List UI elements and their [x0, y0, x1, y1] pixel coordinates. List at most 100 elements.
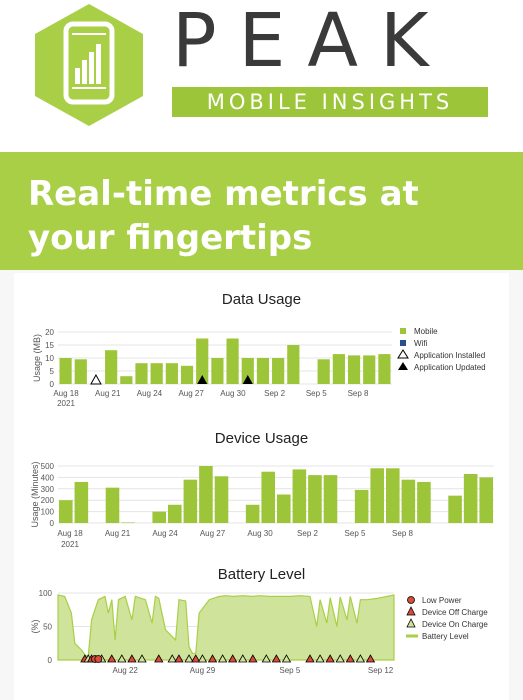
- logo: [35, 4, 143, 126]
- device-usage-title: Device Usage: [214, 430, 309, 447]
- y-tick-label: 100: [41, 508, 55, 517]
- device-on-charge-marker: [335, 654, 345, 663]
- usage-bar: [463, 473, 478, 523]
- data-bar: [74, 359, 87, 384]
- legend-label: Low Power: [422, 596, 462, 605]
- y-tick-label: 0: [50, 519, 55, 528]
- data-bar: [363, 355, 376, 384]
- x-tick-label: Sep 5: [345, 529, 366, 538]
- device-off-charge-marker: [107, 654, 117, 663]
- device-on-charge-marker: [217, 654, 228, 663]
- headline: Real-time metrics at your fingertips: [28, 172, 419, 260]
- data-bar: [287, 345, 300, 384]
- x-tick-label: Sep 2: [297, 529, 318, 538]
- y-tick-label: 400: [41, 473, 55, 482]
- data-bar: [241, 358, 254, 384]
- legend-label: Application Updated: [414, 363, 486, 372]
- device-usage-chart: 0 100 200 300 400 500 Aug 18 Aug 21 Aug 24 Aug 27…: [30, 461, 494, 549]
- usage-bar: [168, 504, 182, 523]
- x-year-label: 2021: [57, 399, 75, 408]
- usage-bar: [370, 468, 384, 523]
- data-usage-title: Data Usage: [221, 291, 302, 308]
- x-tick-label: Sep 2: [264, 389, 285, 398]
- y-tick-label: 300: [41, 485, 55, 494]
- legend-label: Device Off Charge: [422, 608, 488, 617]
- usage-bar: [277, 494, 291, 523]
- x-tick-label: Aug 27: [178, 389, 204, 398]
- y-axis-label: (%): [30, 620, 40, 634]
- y-tick-label: 100: [39, 589, 53, 598]
- device-on-charge-marker: [167, 654, 177, 663]
- usage-bar: [199, 466, 213, 523]
- headline-line-2: your fingertips: [28, 218, 313, 258]
- y-tick-label: 0: [48, 656, 53, 665]
- device-off-charge-marker: [174, 654, 184, 663]
- x-tick-label: Aug 24: [152, 529, 178, 538]
- usage-bar: [214, 476, 229, 523]
- data-bar: [347, 355, 361, 384]
- usage-bar: [152, 511, 166, 523]
- device-off-charge-marker: [345, 654, 356, 663]
- data-bar: [165, 363, 178, 384]
- legend-swatch-updated: [398, 362, 408, 370]
- y-axis-label: Usage (Minutes): [30, 461, 40, 527]
- device-on-charge-marker: [184, 654, 194, 663]
- device-off-charge-marker: [154, 654, 164, 663]
- y-tick-label: 10: [45, 354, 54, 363]
- x-tick-label: Sep 8: [348, 389, 369, 398]
- x-tick-label: Aug 21: [95, 389, 121, 398]
- data-bar: [317, 359, 330, 384]
- device-on-charge-marker: [197, 654, 208, 663]
- device-on-charge-marker: [238, 654, 248, 663]
- x-tick-label: Aug 27: [200, 529, 226, 538]
- x-tick-label: Sep 12: [368, 666, 394, 675]
- data-usage-chart: 0 5 10 15 20 Aug 18 Aug 21 Aug 24 Aug 27 Aug 30 Se…: [32, 327, 486, 408]
- device-off-charge-marker: [207, 654, 218, 663]
- data-bar: [105, 350, 118, 384]
- device-off-charge-marker: [365, 654, 376, 663]
- legend-swatch-wifi: [400, 340, 406, 346]
- x-tick-label: Aug 30: [220, 389, 246, 398]
- device-off-charge-marker: [248, 654, 258, 663]
- usage-bar: [323, 475, 338, 523]
- usage-bar: [59, 500, 73, 523]
- data-bar: [135, 363, 148, 384]
- usage-bar: [292, 469, 307, 523]
- device-off-charge-marker: [228, 654, 238, 663]
- data-bar: [211, 358, 224, 384]
- brand-name: PEAK: [172, 0, 451, 84]
- usage-bar: [245, 504, 260, 523]
- usage-bar: [417, 481, 431, 523]
- battery-level-title: Battery Level: [217, 566, 306, 583]
- legend-label: Device On Charge: [422, 620, 488, 629]
- device-off-charge-marker: [325, 654, 335, 663]
- legend-swatch-mobile: [400, 328, 406, 334]
- usage-bar: [448, 495, 462, 523]
- legend-label: Mobile: [414, 327, 438, 336]
- device-off-charge-marker: [127, 654, 137, 663]
- legend-label: Battery Level: [422, 632, 469, 641]
- legend-swatch-off-charge: [406, 606, 416, 616]
- usage-bar: [105, 487, 120, 523]
- x-tick-label: Aug 30: [247, 529, 273, 538]
- y-tick-label: 15: [45, 341, 54, 350]
- data-bar: [256, 358, 270, 384]
- device-on-charge-marker: [355, 654, 366, 663]
- header: PEAK MOBILE INSIGHTS: [0, 0, 523, 152]
- x-tick-label: Aug 18: [57, 529, 83, 538]
- app-updated-marker: [197, 375, 208, 384]
- y-tick-label: 5: [50, 367, 55, 376]
- usage-bar: [308, 475, 322, 523]
- y-tick-label: 50: [43, 623, 52, 632]
- usage-bar: [183, 479, 198, 523]
- data-bar: [378, 354, 391, 384]
- y-tick-label: 20: [45, 328, 54, 337]
- usage-bar: [121, 522, 135, 523]
- device-off-charge-marker: [305, 654, 315, 663]
- data-bar: [120, 376, 133, 384]
- data-bar: [196, 338, 209, 384]
- x-tick-label: Aug 21: [105, 529, 131, 538]
- x-tick-label: Aug 24: [137, 389, 163, 398]
- data-bar: [332, 354, 345, 384]
